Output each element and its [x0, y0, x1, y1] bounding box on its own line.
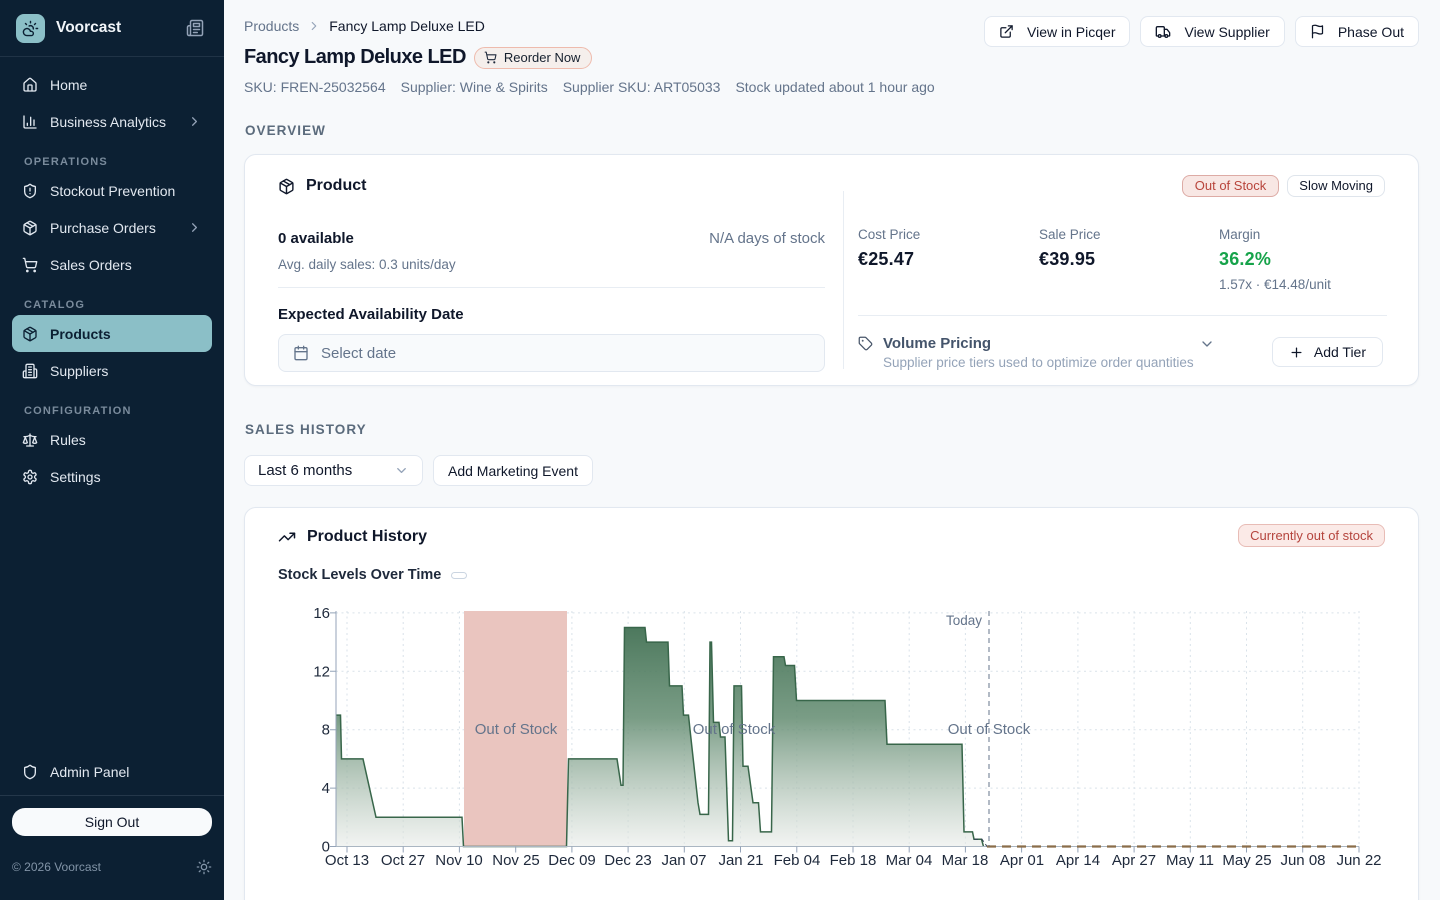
svg-text:Today: Today	[946, 613, 982, 628]
svg-text:Nov 25: Nov 25	[492, 852, 540, 869]
svg-text:8: 8	[322, 722, 330, 739]
svg-text:May 25: May 25	[1222, 852, 1271, 869]
svg-text:Feb 04: Feb 04	[774, 852, 821, 869]
svg-text:Dec 09: Dec 09	[548, 852, 596, 869]
svg-text:Out of Stock: Out of Stock	[948, 721, 1031, 738]
svg-text:Mar 18: Mar 18	[942, 852, 989, 869]
svg-text:0: 0	[322, 839, 330, 856]
svg-text:May 11: May 11	[1166, 852, 1214, 869]
svg-text:Jan 21: Jan 21	[718, 852, 763, 869]
svg-text:4: 4	[322, 780, 330, 797]
svg-text:Oct 27: Oct 27	[381, 852, 425, 869]
svg-text:Mar 04: Mar 04	[886, 852, 933, 869]
svg-text:Nov 10: Nov 10	[435, 852, 483, 869]
svg-text:Apr 01: Apr 01	[1000, 852, 1044, 869]
svg-text:16: 16	[313, 605, 330, 622]
svg-text:Oct 13: Oct 13	[325, 852, 369, 869]
svg-text:12: 12	[313, 663, 330, 680]
svg-text:Feb 18: Feb 18	[830, 852, 877, 869]
svg-text:Apr 27: Apr 27	[1112, 852, 1156, 869]
svg-text:Apr 14: Apr 14	[1056, 852, 1100, 869]
svg-text:Dec 23: Dec 23	[604, 852, 652, 869]
svg-text:Jun 22: Jun 22	[1336, 852, 1381, 869]
svg-text:Out of Stock: Out of Stock	[693, 721, 776, 738]
svg-text:Jan 07: Jan 07	[661, 852, 706, 869]
svg-text:Jun 08: Jun 08	[1280, 852, 1325, 869]
svg-text:Out of Stock: Out of Stock	[475, 721, 558, 738]
